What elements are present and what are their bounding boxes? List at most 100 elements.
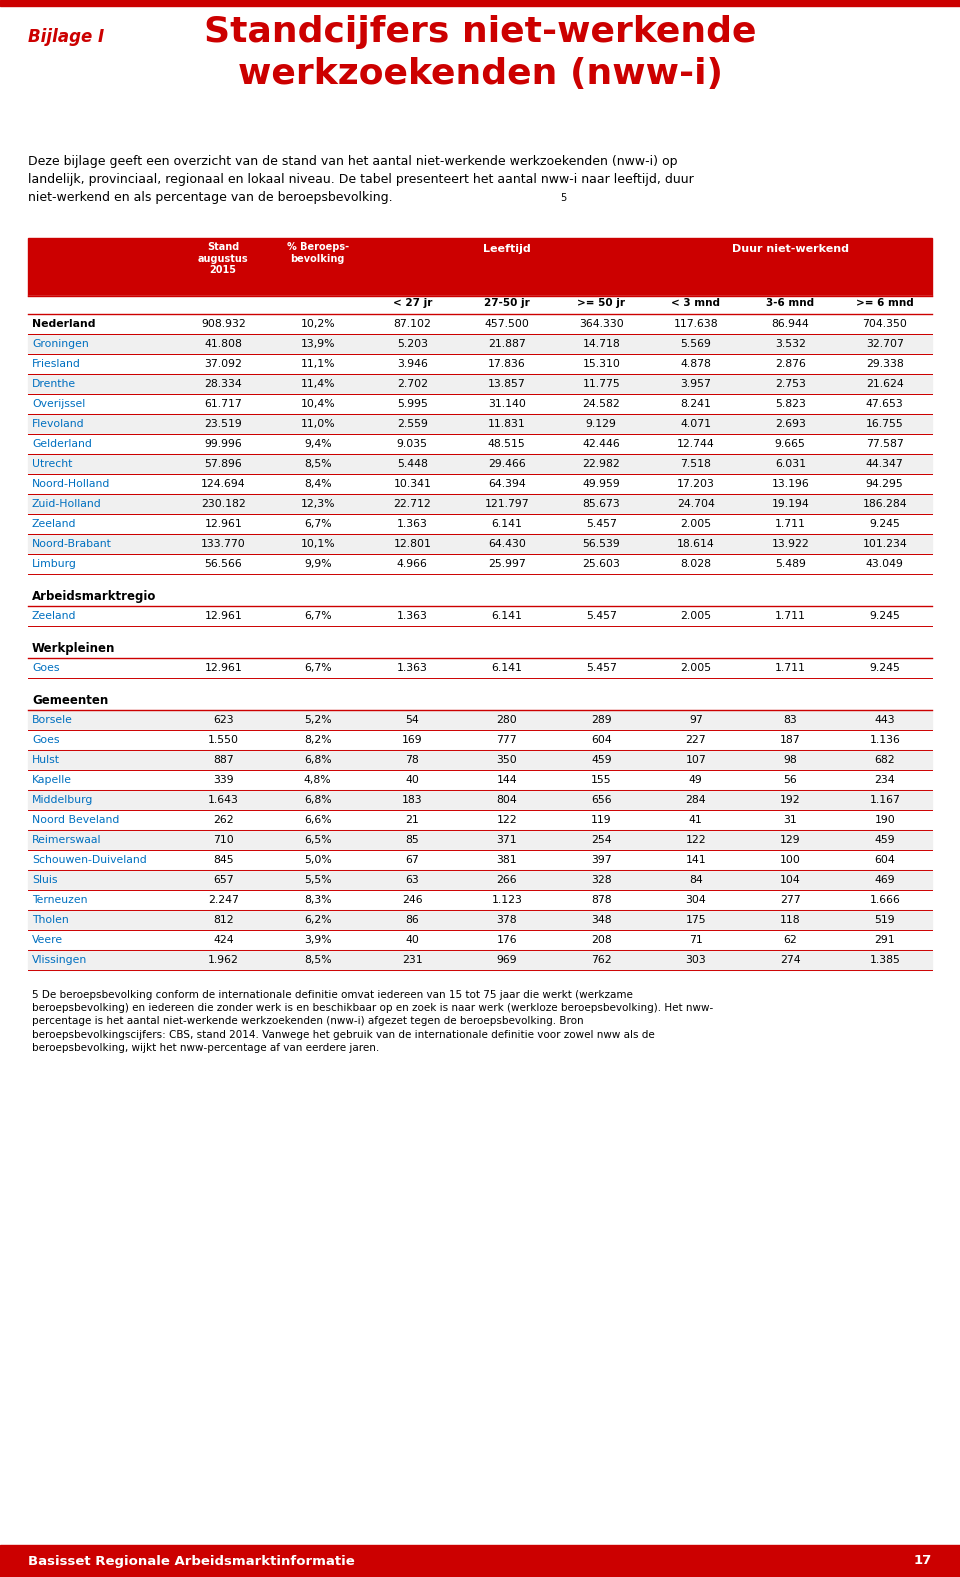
Bar [28, 394, 932, 415]
Text: 24.582: 24.582 [583, 399, 620, 408]
Text: 17.836: 17.836 [488, 360, 526, 369]
Text: 9.245: 9.245 [870, 519, 900, 528]
Text: Zeeland: Zeeland [32, 610, 77, 621]
Text: 94.295: 94.295 [866, 479, 903, 489]
Bar [28, 751, 932, 770]
Text: 266: 266 [496, 875, 517, 885]
Text: 21.887: 21.887 [488, 339, 526, 349]
Text: 37.092: 37.092 [204, 360, 242, 369]
Text: 100: 100 [780, 855, 801, 866]
Bar [28, 353, 932, 374]
Text: 192: 192 [780, 795, 801, 804]
Bar [28, 910, 932, 930]
Text: 169: 169 [402, 735, 422, 744]
Text: 85: 85 [405, 834, 420, 845]
Text: 246: 246 [402, 896, 422, 905]
Text: 12.961: 12.961 [204, 662, 242, 673]
Text: 25.603: 25.603 [583, 558, 620, 569]
Text: 1.711: 1.711 [775, 519, 805, 528]
Bar [28, 334, 932, 353]
Text: 44.347: 44.347 [866, 459, 903, 468]
Text: Tholen: Tholen [32, 915, 69, 926]
Text: Bijlage I: Bijlage I [28, 28, 104, 46]
Text: 12.744: 12.744 [677, 438, 714, 449]
Text: 6,7%: 6,7% [304, 610, 331, 621]
Text: Werkpleinen: Werkpleinen [32, 642, 115, 654]
Text: 77.587: 77.587 [866, 438, 903, 449]
Text: 6,7%: 6,7% [304, 519, 331, 528]
Text: 9,4%: 9,4% [304, 438, 331, 449]
Text: 27-50 jr: 27-50 jr [484, 298, 530, 308]
Text: 118: 118 [780, 915, 801, 926]
Text: 10,1%: 10,1% [300, 539, 335, 549]
Text: 1.363: 1.363 [396, 610, 428, 621]
Text: 262: 262 [213, 815, 233, 825]
Text: 8.241: 8.241 [681, 399, 711, 408]
Text: 378: 378 [496, 915, 517, 926]
Bar [28, 454, 932, 475]
Text: 304: 304 [685, 896, 707, 905]
Text: 6.141: 6.141 [492, 519, 522, 528]
Text: 5,2%: 5,2% [304, 714, 331, 725]
Text: % Beroeps-
bevolking: % Beroeps- bevolking [287, 241, 348, 263]
Text: 3.946: 3.946 [396, 360, 428, 369]
Text: 208: 208 [590, 935, 612, 945]
Text: 5: 5 [560, 192, 566, 203]
Text: >= 50 jr: >= 50 jr [577, 298, 625, 308]
Text: 99.996: 99.996 [204, 438, 242, 449]
Text: 22.982: 22.982 [583, 459, 620, 468]
Text: 71: 71 [689, 935, 703, 945]
Text: 63: 63 [405, 875, 420, 885]
Text: 6,7%: 6,7% [304, 662, 331, 673]
Text: 86: 86 [405, 915, 420, 926]
Bar [28, 770, 932, 790]
Text: 57.896: 57.896 [204, 459, 242, 468]
Text: Basisset Regionale Arbeidsmarktinformatie: Basisset Regionale Arbeidsmarktinformati… [28, 1555, 355, 1568]
Text: 469: 469 [875, 875, 895, 885]
Bar [28, 554, 932, 574]
Text: 397: 397 [591, 855, 612, 866]
Text: 5.203: 5.203 [396, 339, 428, 349]
Text: 1.123: 1.123 [492, 896, 522, 905]
Text: 2.876: 2.876 [775, 360, 805, 369]
Text: 6.141: 6.141 [492, 662, 522, 673]
Text: 31.140: 31.140 [488, 399, 526, 408]
Text: 623: 623 [213, 714, 233, 725]
Text: 124.694: 124.694 [201, 479, 246, 489]
Text: 11.831: 11.831 [488, 419, 526, 429]
Text: 6,8%: 6,8% [304, 795, 331, 804]
Text: 3,9%: 3,9% [304, 935, 331, 945]
Text: 230.182: 230.182 [201, 498, 246, 509]
Text: 657: 657 [213, 875, 233, 885]
Text: 25.997: 25.997 [488, 558, 526, 569]
Text: 8,5%: 8,5% [304, 459, 331, 468]
Text: 41: 41 [689, 815, 703, 825]
Text: Reimerswaal: Reimerswaal [32, 834, 102, 845]
Text: 1.643: 1.643 [207, 795, 239, 804]
Text: 28.334: 28.334 [204, 378, 242, 390]
Text: 17.203: 17.203 [677, 479, 714, 489]
Text: 289: 289 [591, 714, 612, 725]
Bar [28, 475, 932, 494]
Bar [28, 830, 932, 850]
Text: 48.515: 48.515 [488, 438, 526, 449]
Text: 887: 887 [213, 755, 233, 765]
Bar [28, 871, 932, 889]
Text: 18.614: 18.614 [677, 539, 714, 549]
Bar [28, 535, 932, 554]
Text: 2.753: 2.753 [775, 378, 805, 390]
Text: 231: 231 [402, 956, 422, 965]
Text: 10.341: 10.341 [394, 479, 431, 489]
Text: 42.446: 42.446 [583, 438, 620, 449]
Text: 2.247: 2.247 [207, 896, 239, 905]
Text: < 27 jr: < 27 jr [393, 298, 432, 308]
Text: 682: 682 [875, 755, 895, 765]
Text: 98: 98 [783, 755, 797, 765]
Text: 40: 40 [405, 774, 420, 785]
Text: Schouwen-Duiveland: Schouwen-Duiveland [32, 855, 147, 866]
Text: 8,5%: 8,5% [304, 956, 331, 965]
Text: 29.466: 29.466 [488, 459, 526, 468]
Text: Sluis: Sluis [32, 875, 58, 885]
Text: 40: 40 [405, 935, 420, 945]
Text: 4.966: 4.966 [396, 558, 428, 569]
